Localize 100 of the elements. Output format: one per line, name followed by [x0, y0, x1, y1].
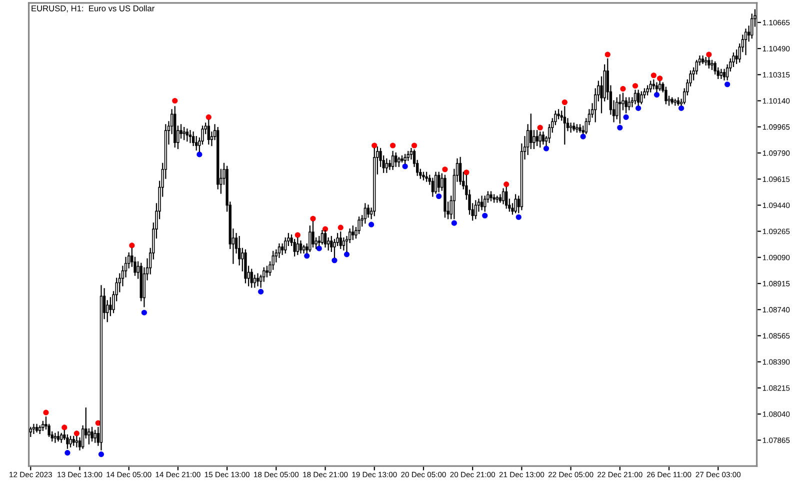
candlestick [106, 300, 109, 322]
candlestick [634, 90, 637, 104]
candlestick [732, 52, 735, 68]
point [332, 258, 338, 264]
point [368, 222, 374, 228]
point [64, 450, 70, 456]
candlestick [655, 82, 658, 92]
candlestick [186, 128, 189, 142]
point [623, 114, 629, 120]
candlestick [649, 80, 652, 92]
candlestick [744, 28, 748, 56]
candlestick [364, 203, 367, 224]
candlestick [56, 431, 60, 442]
candlestick [284, 237, 287, 254]
point [412, 142, 418, 148]
candlestick [434, 172, 438, 194]
point [537, 124, 543, 130]
point [562, 99, 568, 106]
point [504, 182, 510, 188]
candlestick [109, 297, 112, 316]
point [310, 216, 316, 222]
candlestick [391, 150, 394, 170]
candlestick [188, 130, 192, 144]
candlestick [538, 132, 542, 148]
candlestick [266, 266, 268, 278]
candlestick [437, 172, 440, 192]
point [172, 98, 178, 104]
candlestick [69, 436, 72, 448]
candlestick [293, 238, 296, 256]
candlestick [616, 97, 618, 120]
point [196, 152, 202, 158]
candlestick [394, 152, 398, 167]
candlestick [514, 194, 517, 214]
candlestick [339, 231, 342, 249]
point [141, 310, 147, 316]
point [206, 114, 212, 120]
point [338, 224, 344, 230]
point [604, 52, 610, 58]
candlestick [532, 130, 536, 150]
candlestick [530, 114, 532, 150]
candlestick [250, 268, 253, 288]
candlestick [342, 237, 346, 250]
point [451, 220, 457, 226]
point [43, 410, 49, 416]
candlestick [182, 127, 186, 140]
point [678, 105, 684, 111]
point [464, 170, 470, 176]
candlestick [192, 132, 195, 146]
chart-title: EURUSD, H1: Euro vs US Dollar [32, 5, 154, 12]
candlestick [352, 226, 354, 240]
candlestick [32, 424, 36, 434]
point [304, 253, 310, 259]
point [316, 246, 322, 252]
candlestick [66, 434, 69, 449]
candlestick [676, 97, 680, 106]
candlestick [563, 106, 566, 145]
candlestick [722, 68, 726, 80]
candlestick [366, 204, 370, 218]
candlestick [480, 196, 484, 210]
point [620, 86, 626, 92]
point [258, 288, 264, 294]
candlestick [502, 188, 505, 204]
candlestick [207, 120, 210, 145]
point [516, 214, 522, 220]
point [436, 193, 442, 200]
point [344, 252, 350, 258]
point [372, 142, 378, 148]
candlestick [542, 132, 545, 145]
point [482, 212, 488, 218]
point [580, 134, 586, 140]
point [724, 82, 730, 88]
candlestick [536, 130, 538, 146]
candlestick [88, 428, 90, 444]
point [654, 92, 660, 98]
point [650, 72, 656, 78]
point [617, 124, 623, 130]
candlestick [720, 68, 723, 79]
candlestick [94, 430, 96, 443]
candlestick [90, 426, 94, 442]
candlestick [358, 216, 360, 234]
point [62, 424, 68, 430]
point [636, 105, 642, 111]
candlestick [327, 237, 330, 250]
candlestick [312, 221, 314, 248]
point [129, 242, 135, 248]
point [632, 83, 638, 89]
candlestick [253, 274, 256, 288]
candlestick [664, 86, 668, 104]
candlestick [735, 49, 738, 64]
candlestick [385, 158, 388, 173]
point [657, 76, 663, 82]
candlestick [320, 230, 324, 245]
candlestick [280, 243, 284, 255]
point [543, 146, 550, 152]
point [390, 142, 396, 148]
point [98, 452, 104, 458]
point [74, 430, 80, 436]
candlestick [256, 273, 260, 286]
candlestick [54, 432, 57, 443]
point [294, 232, 300, 238]
